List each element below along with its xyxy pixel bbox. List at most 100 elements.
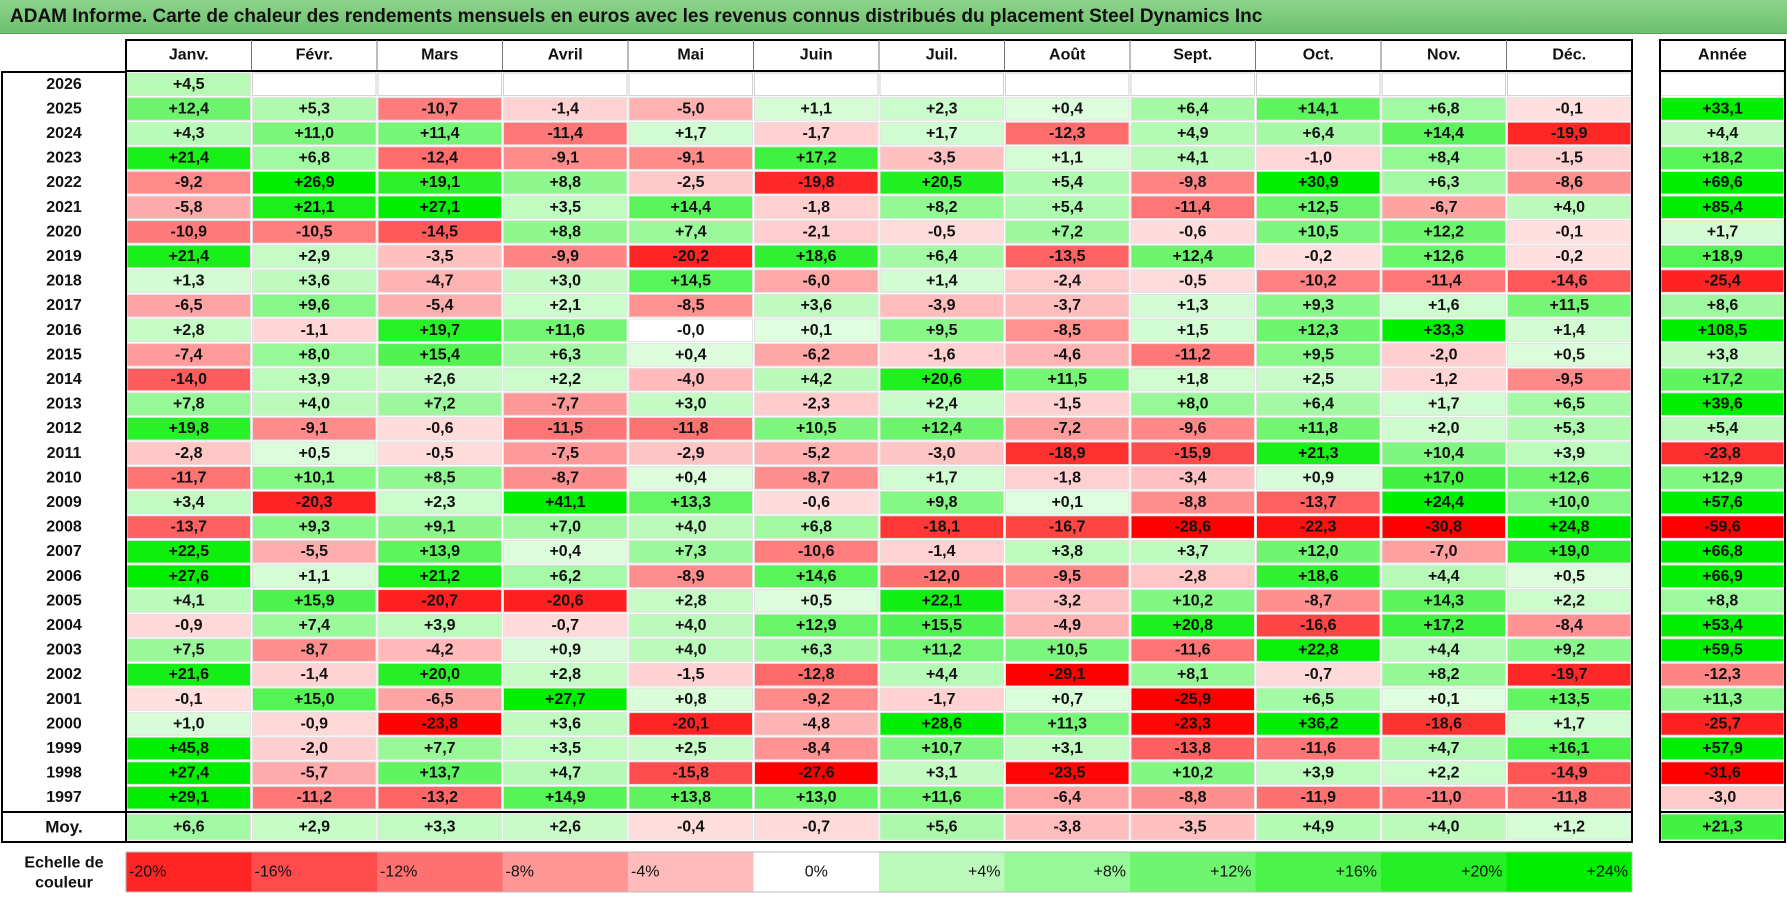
cell-value: +6,4 [1302,396,1334,413]
year-label: 2010 [46,469,82,486]
heatmap-cell [628,392,753,416]
cell-value: +1,0 [173,715,205,732]
cell-value: +12,6 [1549,469,1590,486]
cell-value: +2,5 [1302,371,1334,388]
heatmap-cell [1507,72,1632,97]
heatmap-cell [628,367,753,392]
heatmap-cell [503,343,628,367]
heatmap-cell [1256,367,1381,392]
cell-value: -0,7 [551,617,579,634]
cell-value: +8,0 [298,346,330,363]
cell-value: +0,5 [298,445,330,462]
annual-value: +66,9 [1702,568,1743,585]
cell-value: +1,3 [1177,297,1209,314]
cell-value: -16,6 [1300,617,1337,634]
average-annual-value: +21,3 [1702,819,1743,836]
cell-value: -16,7 [1049,519,1086,536]
heatmap-cell [628,318,753,343]
heatmap-cell [879,121,1004,146]
heatmap-cell [252,539,377,564]
cell-value: -9,2 [175,174,203,191]
heatmap-cell [628,712,753,736]
cell-value: +11,6 [545,322,585,339]
cell-value: -5,8 [175,199,203,216]
cell-value: -2,3 [802,396,830,413]
cell-value: -2,0 [300,740,328,757]
cell-value: +15,5 [922,617,963,634]
heatmap-cell [1381,244,1506,269]
heatmap-cell [252,785,377,810]
heatmap-cell [754,318,879,343]
cell-value: -7,0 [1430,543,1458,560]
cell-value: -18,1 [924,519,961,536]
cell-value: -12,0 [924,568,961,585]
scale-value: +12% [1210,864,1251,881]
month-header: Févr. [296,47,333,64]
cell-value: +11,8 [1298,420,1338,437]
cell-value: +3,5 [549,740,581,757]
heatmap-cell [1256,441,1381,466]
year-label: 2008 [46,519,82,536]
cell-value: +41,1 [545,494,586,511]
cell-value: +0,1 [800,322,832,339]
cell-value: -0,5 [426,445,454,462]
heatmap-cell [1381,736,1506,761]
cell-value: +0,7 [1051,691,1083,708]
heatmap-cell [1005,490,1130,515]
scale-swatch [753,852,879,892]
heatmap-cell [754,466,879,490]
heatmap-cell [1130,736,1255,761]
cell-value: +17,0 [1424,469,1465,486]
average-value: +1,2 [1553,819,1585,836]
cell-value: +3,6 [298,273,330,290]
heatmap-cell [879,441,1004,466]
cell-value: -8,7 [551,469,579,486]
year-label: 2021 [46,199,82,216]
heatmap-cell [1005,589,1130,613]
cell-value: -0,6 [1179,223,1207,240]
cell-value: +6,8 [1428,100,1460,117]
cell-value: +0,9 [1302,469,1334,486]
cell-value: +21,3 [1298,445,1339,462]
cell-value: -0,2 [1304,248,1332,265]
heatmap-cell [1256,613,1381,638]
cell-value: +7,8 [173,396,205,413]
heatmap-cell [1256,97,1381,121]
heatmap-cell [1256,121,1381,146]
heatmap-cell [1381,343,1506,367]
year-label: 2023 [46,150,82,167]
heatmap-cell [1381,761,1506,785]
cell-value: -11,9 [1300,789,1336,806]
heatmap-cell [252,687,377,712]
cell-value: +29,1 [169,789,210,806]
annual-value: +12,9 [1702,469,1743,486]
cell-value: -13,7 [171,519,208,536]
heatmap-cell [879,761,1004,785]
cell-value: +8,5 [424,469,456,486]
heatmap-cell [1005,441,1130,466]
cell-value: +4,7 [549,765,581,782]
scale-swatch [251,852,377,892]
heatmap-cell [252,392,377,416]
cell-value: -11,5 [547,420,583,437]
cell-value: +1,1 [1051,150,1083,167]
cell-value: +9,2 [1553,642,1585,659]
scale-value: +16% [1336,864,1377,881]
heatmap-cell [879,72,1004,97]
year-label: 2024 [46,125,82,142]
cell-value: -12,3 [1049,125,1086,142]
heatmap-cell [1130,687,1255,712]
heatmap-cell [879,146,1004,170]
cell-value: +1,7 [926,469,958,486]
cell-value: -0,5 [1179,273,1207,290]
heatmap-cell [377,539,502,564]
heatmap-cell [252,613,377,638]
cell-value: -23,3 [1175,715,1212,732]
heatmap-cell [1256,662,1381,687]
average-cell [1005,813,1130,841]
average-value: +4,0 [1428,819,1460,836]
heatmap-cell [1381,416,1506,441]
scale-value: +4% [968,864,1000,881]
heatmap-cell [503,613,628,638]
cell-value: +0,9 [549,642,581,659]
